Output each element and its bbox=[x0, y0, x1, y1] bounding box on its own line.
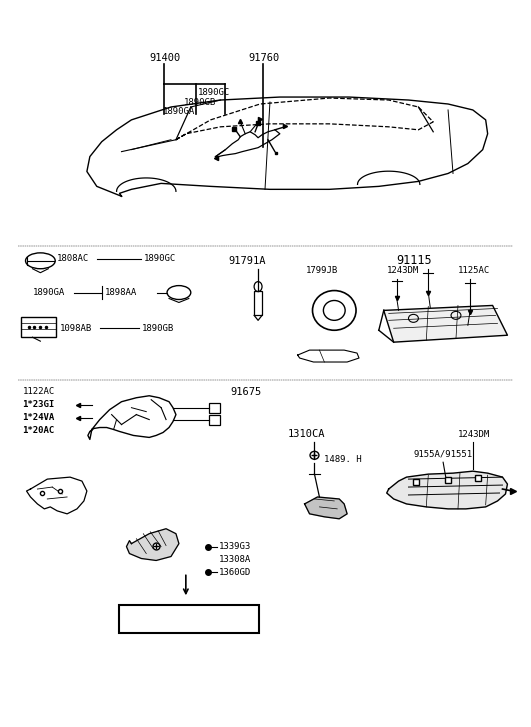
Text: 91400: 91400 bbox=[149, 53, 181, 63]
Text: 1125AC: 1125AC bbox=[458, 266, 490, 276]
Text: 1360GD: 1360GD bbox=[218, 568, 251, 577]
Bar bbox=[209, 403, 220, 413]
Text: 9155A/91551: 9155A/91551 bbox=[414, 450, 473, 459]
Text: 13308A: 13308A bbox=[218, 555, 251, 564]
Text: 1339G3: 1339G3 bbox=[218, 542, 251, 551]
Text: 1243DM: 1243DM bbox=[387, 266, 419, 276]
Text: IGNITION COIL: IGNITION COIL bbox=[148, 614, 229, 624]
FancyBboxPatch shape bbox=[118, 605, 259, 633]
Text: 91760: 91760 bbox=[248, 53, 279, 63]
Text: 1890GC: 1890GC bbox=[144, 254, 176, 263]
Text: 91675: 91675 bbox=[230, 387, 262, 397]
Polygon shape bbox=[126, 529, 179, 561]
Text: 1*23GI: 1*23GI bbox=[23, 400, 55, 409]
Text: 1098AB: 1098AB bbox=[60, 324, 92, 333]
Text: 91115: 91115 bbox=[397, 254, 432, 268]
Polygon shape bbox=[384, 305, 508, 342]
Text: 1890GC: 1890GC bbox=[198, 87, 230, 97]
Text: 1310CA: 1310CA bbox=[288, 430, 326, 439]
Text: 1489. H: 1489. H bbox=[324, 455, 362, 464]
Text: 1890GA: 1890GA bbox=[163, 108, 195, 116]
Bar bbox=[21, 318, 56, 337]
Text: 91791A: 91791A bbox=[228, 256, 266, 266]
Text: 1890GB: 1890GB bbox=[142, 324, 175, 333]
Text: 1890GA: 1890GA bbox=[32, 288, 65, 297]
Text: 1122AC: 1122AC bbox=[23, 387, 55, 396]
Bar bbox=[254, 291, 262, 316]
Text: 1799JB: 1799JB bbox=[305, 266, 338, 276]
Bar bbox=[209, 414, 220, 425]
Text: 1890GB: 1890GB bbox=[184, 97, 216, 107]
Polygon shape bbox=[387, 471, 508, 509]
Text: 1898AA: 1898AA bbox=[105, 288, 137, 297]
Polygon shape bbox=[305, 497, 347, 519]
Text: 1*24VA: 1*24VA bbox=[23, 413, 55, 422]
Text: 1243DM: 1243DM bbox=[458, 430, 490, 439]
Text: 1808AC: 1808AC bbox=[57, 254, 89, 263]
Text: 1*20AC: 1*20AC bbox=[23, 426, 55, 435]
